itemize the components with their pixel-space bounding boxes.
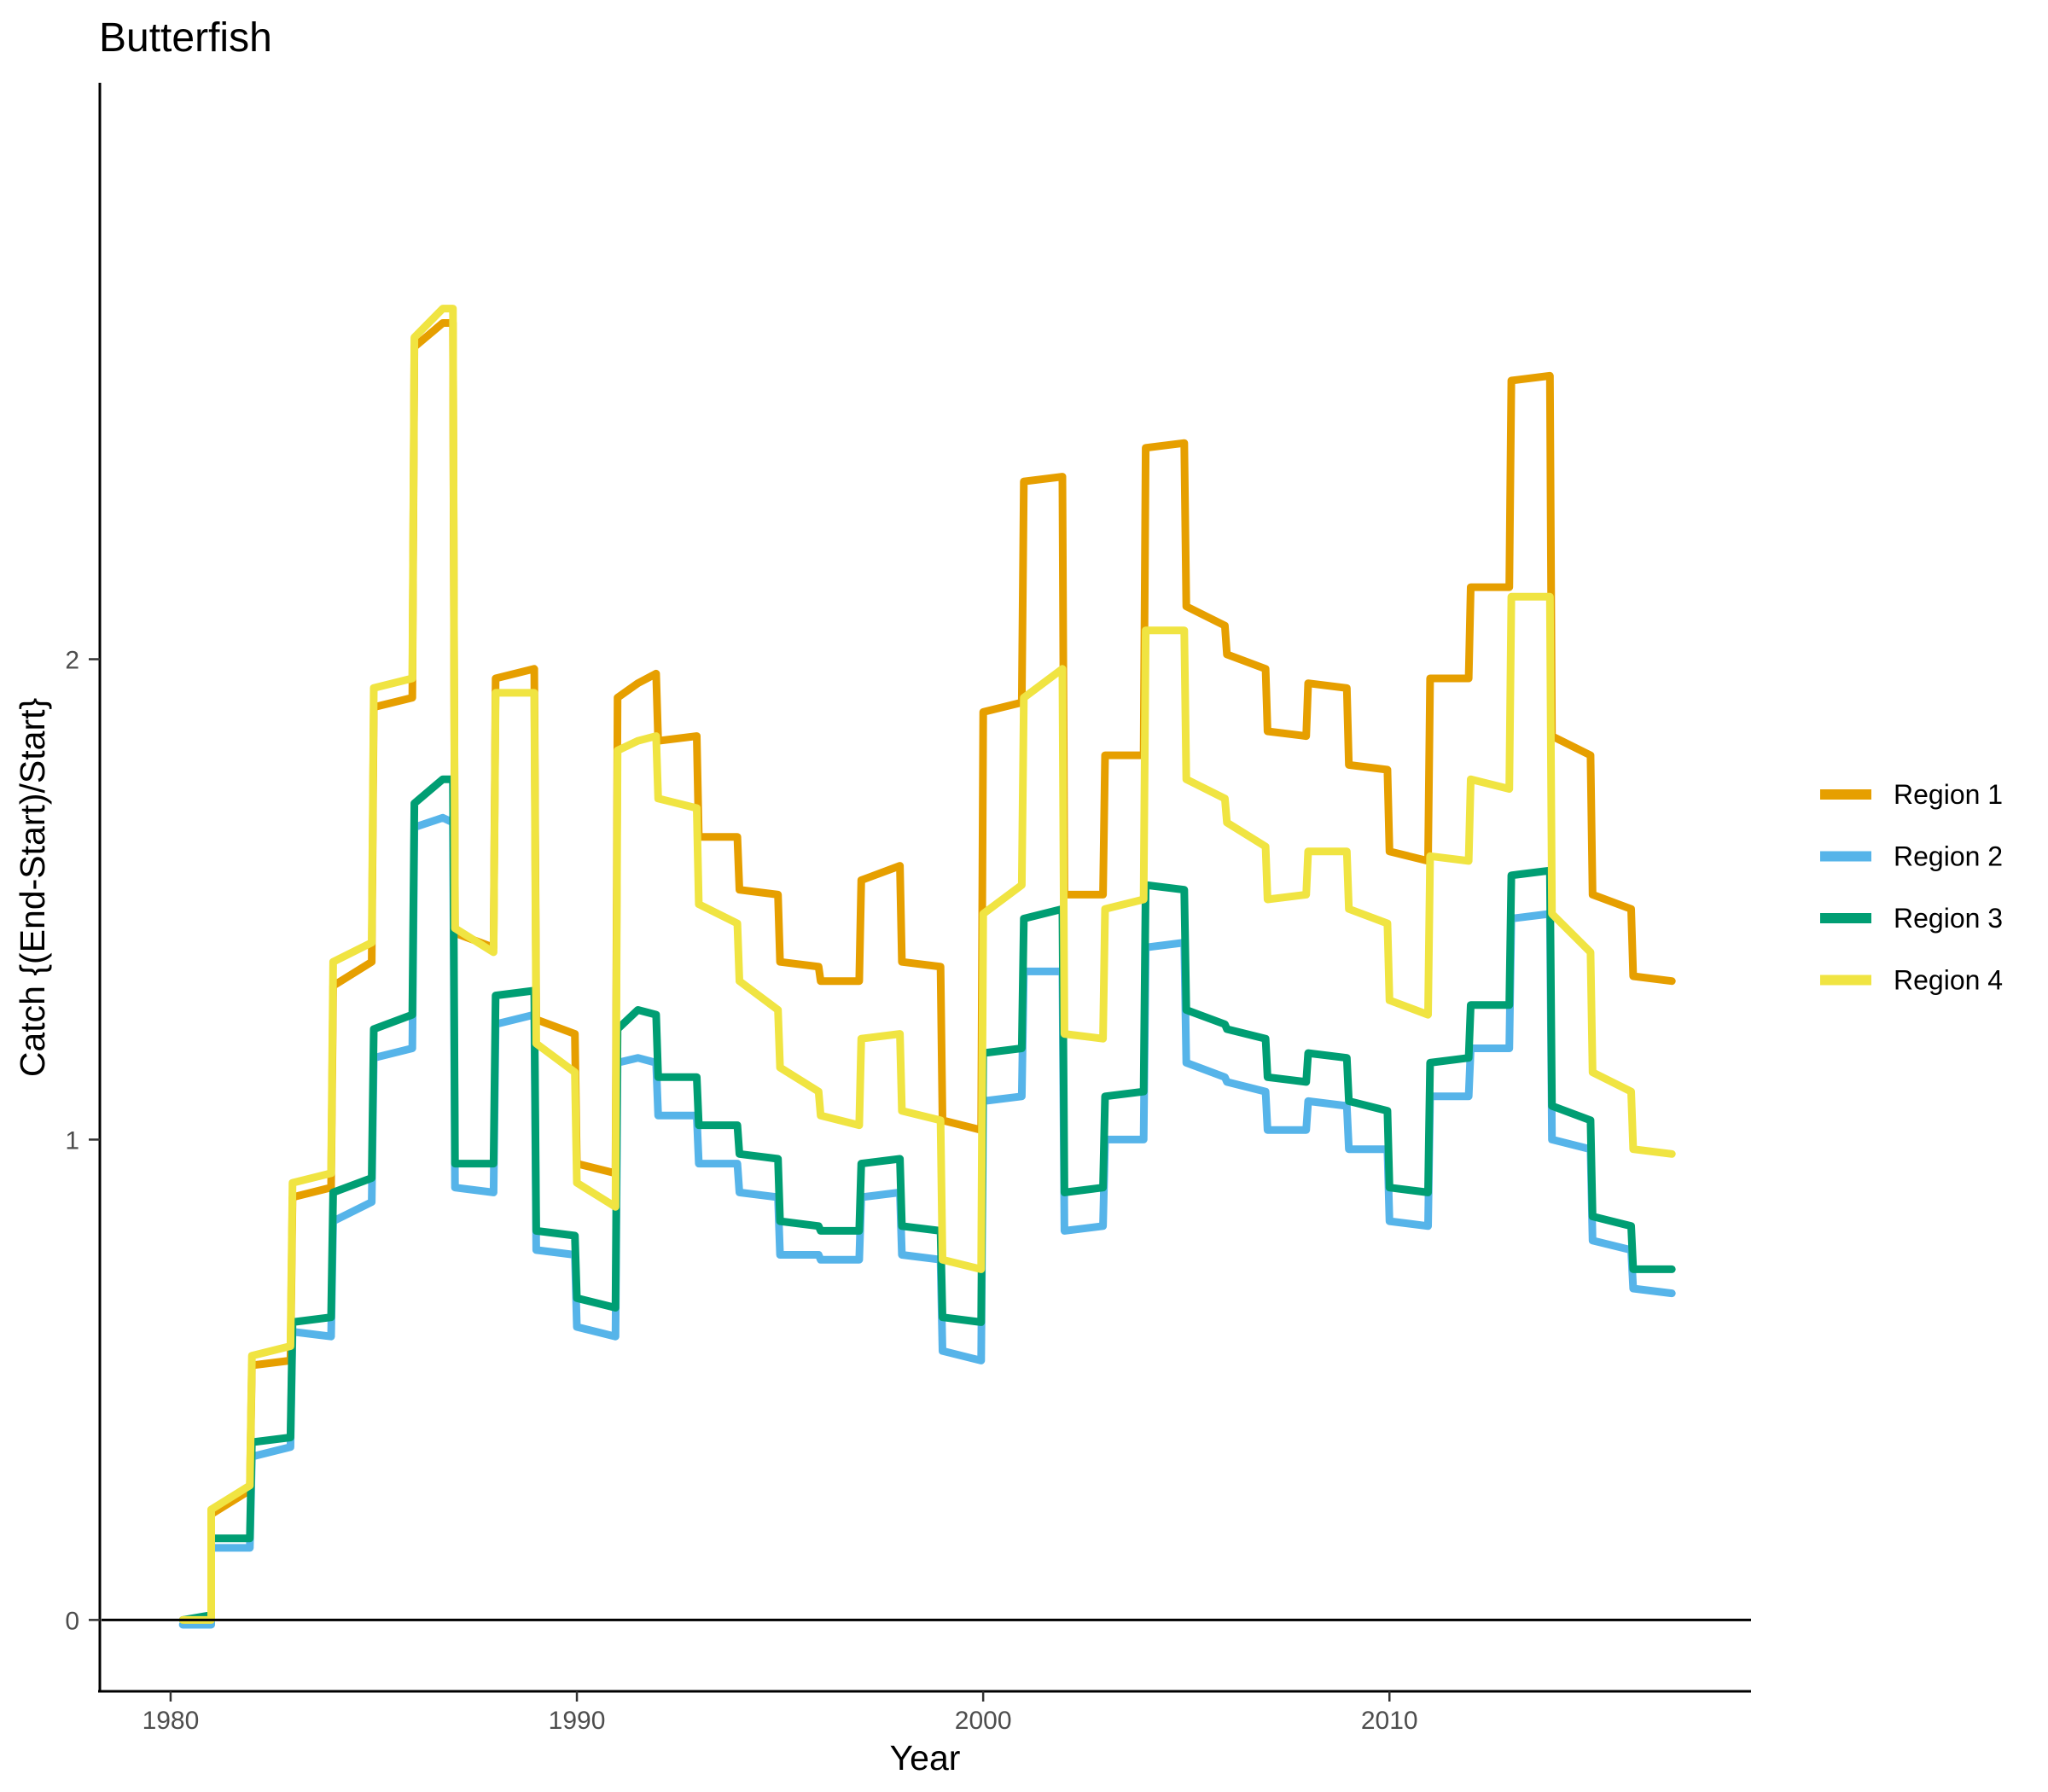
y-axis-ticks: 0 1 2 bbox=[65, 647, 100, 1635]
y-axis-title: Catch {(End-Start)/Start} bbox=[13, 698, 52, 1077]
x-tick-label: 2000 bbox=[955, 1707, 1012, 1735]
legend-label-region-2: Region 2 bbox=[1894, 841, 2003, 872]
x-axis-ticks: 1980 1990 2000 2010 bbox=[143, 1691, 1418, 1735]
legend: Region 1 Region 2 Region 3 Region 4 bbox=[1820, 779, 2003, 996]
legend-label-region-3: Region 3 bbox=[1894, 903, 2003, 934]
chart-title: Butterfish bbox=[99, 15, 272, 61]
x-axis-title: Year bbox=[890, 1738, 961, 1777]
x-tick-label: 1980 bbox=[143, 1707, 200, 1735]
series-line-region-4 bbox=[178, 305, 1676, 1624]
legend-label-region-1: Region 1 bbox=[1894, 779, 2003, 810]
series-line-region-1 bbox=[178, 319, 1676, 1624]
y-tick-label: 0 bbox=[65, 1607, 79, 1635]
y-tick-label: 1 bbox=[65, 1126, 79, 1155]
legend-label-region-4: Region 4 bbox=[1894, 965, 2003, 996]
y-tick-label: 2 bbox=[65, 647, 79, 675]
series-line-region-3 bbox=[178, 775, 1676, 1624]
x-tick-label: 1990 bbox=[549, 1707, 606, 1735]
series-layer bbox=[178, 305, 1676, 1629]
series-line-region-2 bbox=[178, 813, 1676, 1629]
x-tick-label: 2010 bbox=[1361, 1707, 1418, 1735]
